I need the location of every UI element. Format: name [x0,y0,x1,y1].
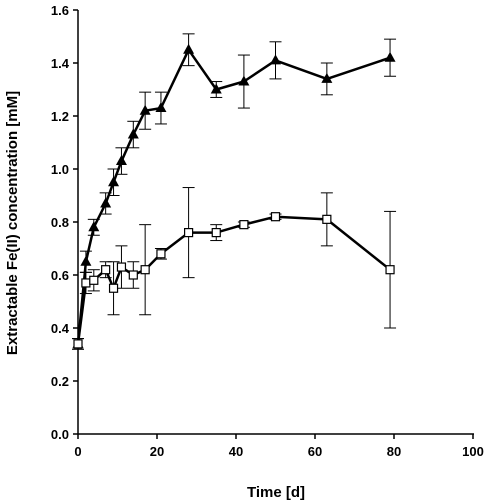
x-tick-label: 80 [387,444,401,459]
square-marker [211,228,221,238]
y-tick-label: 1.4 [51,56,70,71]
x-tick-label: 100 [462,444,484,459]
series-2 [72,187,397,350]
square-marker [128,270,138,280]
square-marker [108,283,119,293]
y-tick-label: 0.2 [51,374,69,389]
square-marker [270,212,281,222]
triangle-marker [108,176,120,187]
series-line [76,48,391,345]
y-tick-label: 1.6 [51,3,69,18]
y-axis-title: Extractable Fe(II) concentration [mM] [4,91,21,355]
x-tick-label: 0 [74,444,81,459]
square-marker [184,228,194,238]
triangle-marker [100,197,112,208]
square-marker [385,265,395,275]
x-tick-label: 20 [150,444,164,459]
square-marker [140,265,150,275]
series-1 [72,33,397,350]
square-marker [81,278,91,288]
triangle-marker [115,155,127,166]
square-marker [156,249,166,259]
triangle-marker [127,128,139,139]
y-tick-label: 0.0 [51,427,69,442]
square-marker [239,220,249,230]
series-layer [72,33,397,350]
triangle-marker [238,75,250,86]
series-line [76,215,391,345]
triangle-marker [139,104,151,115]
x-tick-label: 40 [229,444,243,459]
triangle-marker [321,72,333,83]
triangle-marker [270,54,281,65]
triangle-marker [80,255,92,266]
y-tick-label: 0.8 [51,215,69,230]
triangle-marker [183,43,195,54]
square-marker [322,214,332,224]
y-tick-label: 0.4 [51,321,70,336]
y-tick-label: 1.2 [51,109,69,124]
square-marker [101,265,111,275]
square-marker [116,262,127,272]
square-marker [73,339,83,349]
triangle-marker [384,51,396,62]
y-tick-label: 0.6 [51,268,69,283]
x-axis-title: Time [d] [247,484,305,501]
tick-labels: 0.0 0.2 0.4 0.6 0.8 1.0 1.2 1.4 1.6 0 20 40 60 80 100 [51,3,484,459]
triangle-marker [155,102,167,113]
triangle-marker [88,221,100,232]
axes [73,9,474,439]
y-tick-label: 1.0 [51,162,69,177]
x-tick-label: 60 [308,444,322,459]
triangle-marker [210,83,222,94]
square-marker [89,275,99,285]
